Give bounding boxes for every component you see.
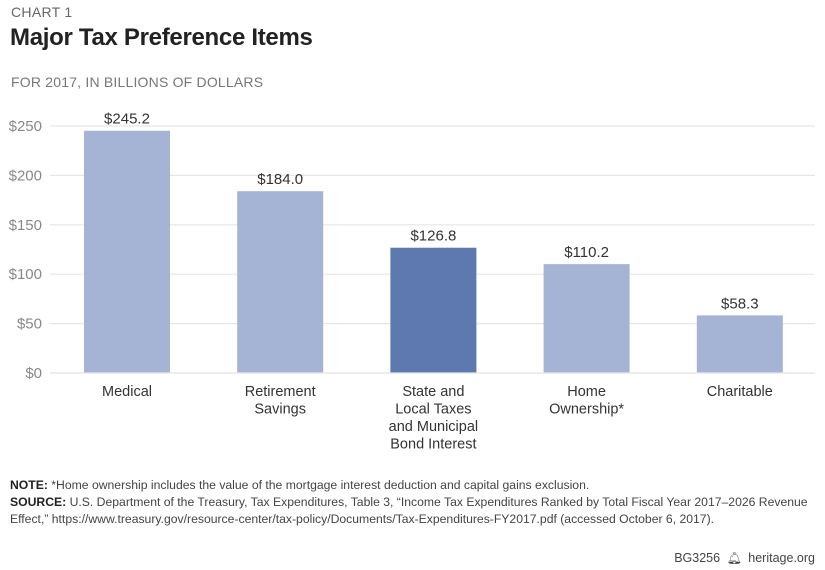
x-tick-label-line: Local Taxes xyxy=(395,402,471,418)
chart-kicker: CHART 1 xyxy=(11,4,73,20)
y-tick-label: $100 xyxy=(9,266,42,283)
bar-chart: $0 $50 $100 $150 $200 $250 $245.2 $184.0 $126.8… xyxy=(9,111,815,453)
bar-2 xyxy=(390,247,477,373)
footer-site: heritage.org xyxy=(748,551,815,565)
x-tick-label: Home Ownership* xyxy=(549,384,624,418)
x-tick-label-line: Home xyxy=(567,384,606,400)
data-label: $184.0 xyxy=(257,171,303,188)
data-label: $58.3 xyxy=(721,295,759,312)
x-tick-label-line: State and xyxy=(402,384,464,400)
y-tick-label: $200 xyxy=(9,167,42,184)
y-tick-label: $250 xyxy=(9,118,42,135)
source-text: U.S. Department of the Treasury, Tax Exp… xyxy=(10,495,808,526)
note-text: *Home ownership includes the value of th… xyxy=(47,478,590,492)
x-tick-label-line: Retirement xyxy=(245,384,316,400)
x-tick-label: Charitable xyxy=(707,384,773,400)
bar-4 xyxy=(696,315,783,373)
y-tick-label: $50 xyxy=(17,316,42,333)
source-label: SOURCE: xyxy=(10,495,67,509)
x-tick-label: Medical xyxy=(102,384,152,400)
footer: BG3256 🔔︎ heritage.org xyxy=(674,551,815,565)
bars xyxy=(50,130,815,374)
footer-code: BG3256 xyxy=(674,551,721,565)
x-tick-label-line: Ownership* xyxy=(549,402,624,418)
source-line: SOURCE: U.S. Department of the Treasury,… xyxy=(10,494,820,528)
bar-3 xyxy=(543,264,630,373)
x-tick-label-line: Medical xyxy=(102,384,152,400)
x-tick-label-line: Charitable xyxy=(707,384,773,400)
data-label: $245.2 xyxy=(104,111,150,128)
data-labels: $245.2 $184.0 $126.8 $110.2 $58.3 xyxy=(104,111,759,313)
x-tick-label-line: Savings xyxy=(254,402,306,418)
data-label: $126.8 xyxy=(410,228,456,245)
y-tick-label: $150 xyxy=(9,217,42,234)
data-label: $110.2 xyxy=(564,244,609,261)
liberty-bell-icon: 🔔︎ xyxy=(726,551,742,565)
y-tick-label: $0 xyxy=(25,365,42,382)
x-tick-label-line: and Municipal xyxy=(389,419,478,435)
bar-0 xyxy=(84,130,170,373)
x-tick-label: State and Local Taxes and Municipal Bond In… xyxy=(389,384,478,453)
chart-title: Major Tax Preference Items xyxy=(10,24,313,51)
chart-subtitle: FOR 2017, IN BILLIONS OF DOLLARS xyxy=(11,74,264,90)
x-axis-labels: Medical Retirement Savings State and Local T… xyxy=(102,384,773,453)
x-tick-label-line: Bond Interest xyxy=(390,437,476,453)
note-line: NOTE: *Home ownership includes the value… xyxy=(10,477,820,494)
note-label: NOTE: xyxy=(10,478,48,492)
x-tick-label: Retirement Savings xyxy=(245,384,316,418)
y-axis-ticks: $0 $50 $100 $150 $200 $250 xyxy=(9,118,42,382)
bar-1 xyxy=(237,191,324,373)
notes-block: NOTE: *Home ownership includes the value… xyxy=(10,477,820,528)
